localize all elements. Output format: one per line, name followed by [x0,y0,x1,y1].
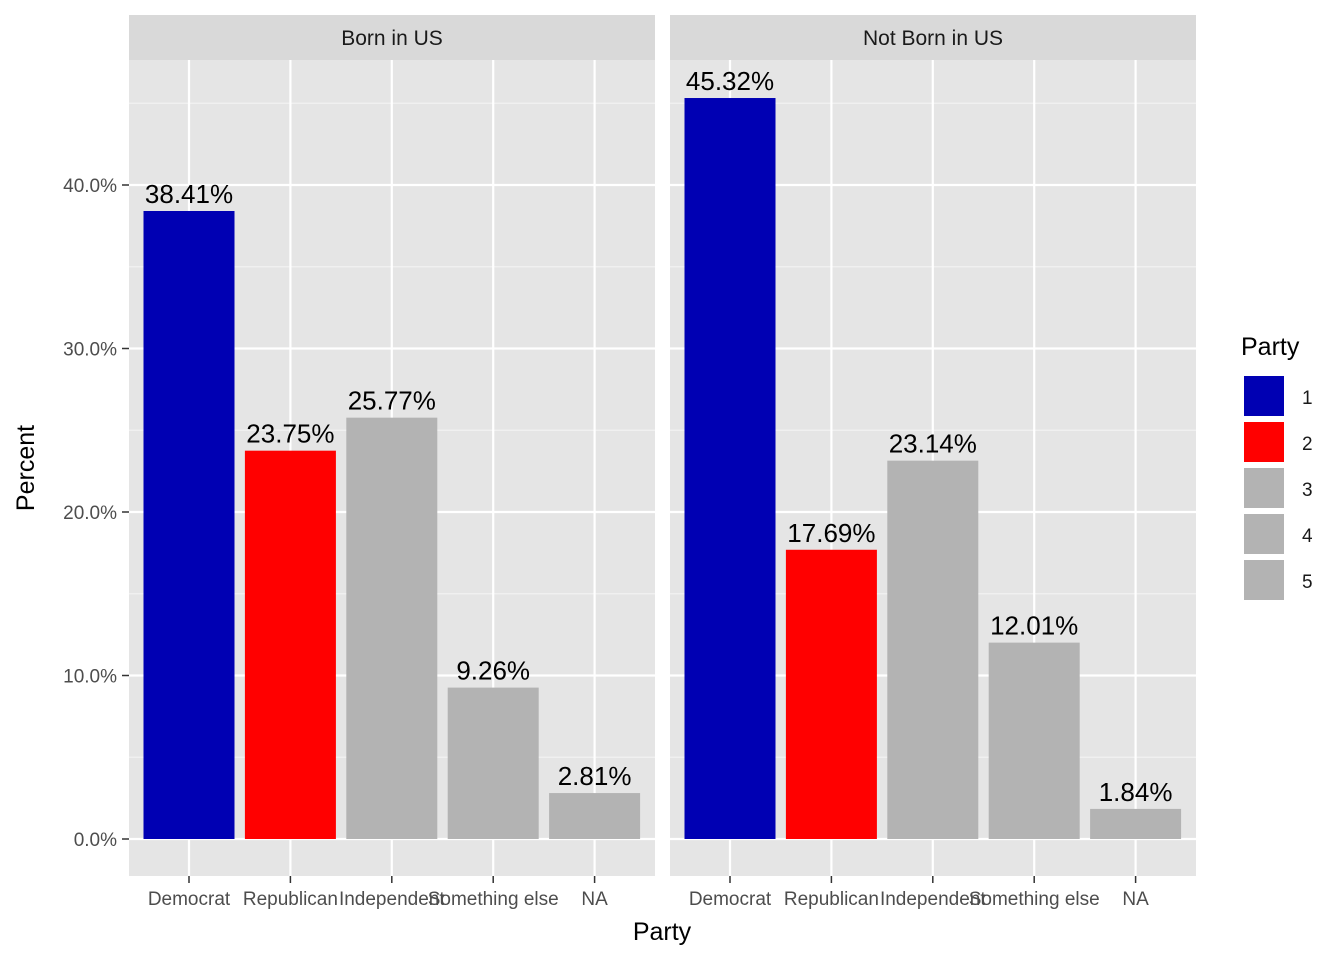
data-label: 23.75% [246,419,334,449]
bar [549,793,641,839]
facet-strip [129,15,655,60]
facet-panel: Born in US 38.41% Democrat 23.75% Republican… [129,15,655,910]
x-tick-label: Republican [243,889,338,910]
facet-strip-label: Born in US [341,27,443,50]
data-label: 12.01% [990,611,1078,641]
panels-layer: Born in US 38.41% Democrat 23.75% Republican… [129,15,1196,910]
bar [143,210,235,839]
data-label: 45.32% [686,66,774,96]
facet-strip-label: Not Born in US [863,27,1003,50]
x-tick-label: Republican [784,889,879,910]
legend-label: 5 [1302,572,1313,593]
x-tick-label: Democrat [148,889,231,910]
y-tick-label: 20.0% [63,503,117,524]
facet-panel: Not Born in US 45.32% Democrat 17.69% Republ… [670,15,1196,910]
x-tick-label: Independent [880,889,986,910]
legend-key [1242,512,1286,556]
y-tick-label: 10.0% [63,667,117,688]
x-tick-label: Independent [339,889,445,910]
y-axis: 0.0% 10.0% 20.0% 30.0% 40.0% [63,176,129,851]
x-tick-label: Something else [969,889,1100,910]
legend-key [1242,374,1286,418]
x-tick-label: NA [1122,889,1149,910]
data-label: 2.81% [558,761,632,791]
y-axis-title: Percent [12,425,40,511]
x-tick-label: NA [581,889,608,910]
x-tick-label: Democrat [689,889,772,910]
legend-label: 1 [1302,388,1313,409]
x-axis-title: Party [633,918,692,946]
y-tick-label: 40.0% [63,176,117,197]
bar [244,450,336,839]
bar [785,549,877,839]
bar [887,460,979,839]
legend-title: Party [1241,333,1300,361]
legend: Party 1 2 3 4 5 [1241,333,1313,602]
data-label: 17.69% [787,518,875,548]
y-tick-label: 30.0% [63,340,117,361]
y-tick-label: 0.0% [74,830,117,851]
legend-key [1242,558,1286,602]
bar [684,98,776,839]
bar [1090,808,1182,839]
bar [346,417,438,839]
data-label: 38.41% [145,179,233,209]
facet-strip [670,15,1196,60]
data-label: 9.26% [456,656,530,686]
legend-key [1242,420,1286,464]
legend-label: 3 [1302,480,1313,501]
x-tick-label: Something else [428,889,559,910]
legend-label: 4 [1302,526,1313,547]
bar [988,642,1080,839]
legend-label: 2 [1302,434,1313,455]
data-label: 23.14% [889,429,977,459]
data-label: 25.77% [348,386,436,416]
bar [447,687,539,839]
legend-key [1242,466,1286,510]
data-label: 1.84% [1099,777,1173,807]
